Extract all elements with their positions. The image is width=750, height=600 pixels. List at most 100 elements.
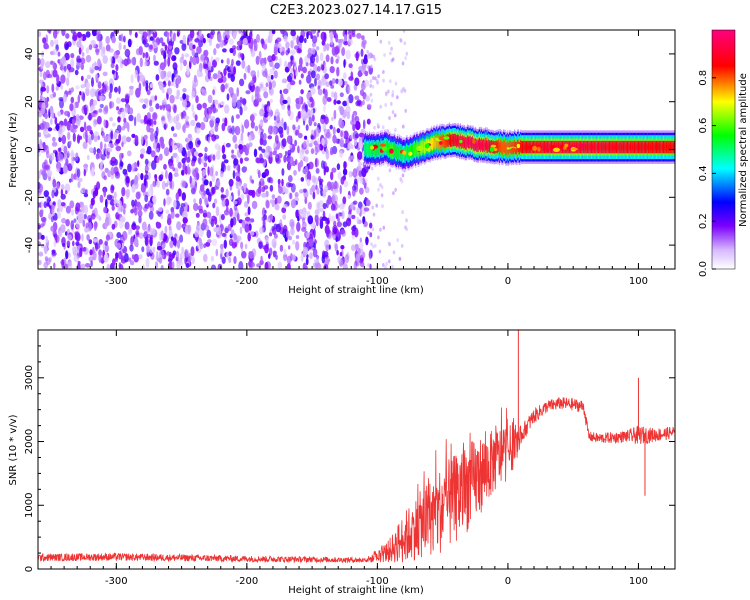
noise-blob <box>247 194 250 204</box>
noise-blob <box>319 52 324 62</box>
noise-blob <box>298 111 301 119</box>
noise-blob <box>390 46 393 51</box>
noise-blob <box>176 221 182 231</box>
noise-blob <box>321 76 327 86</box>
noise-blob <box>189 30 195 39</box>
noise-blob <box>194 52 199 58</box>
noise-blob <box>228 256 232 264</box>
noise-blob <box>369 83 373 88</box>
noise-blob <box>303 37 307 44</box>
noise-blob <box>142 39 146 45</box>
signal-core <box>604 145 606 149</box>
noise-blob <box>221 232 227 237</box>
noise-blob <box>208 61 212 68</box>
noise-blob <box>163 123 167 130</box>
signal-core <box>470 140 472 144</box>
noise-blob <box>194 114 198 122</box>
noise-blob <box>346 217 352 227</box>
noise-blob <box>343 59 346 68</box>
noise-blob <box>211 134 217 142</box>
noise-blob <box>241 251 247 259</box>
signal-core <box>445 140 447 144</box>
noise-blob <box>312 191 316 200</box>
signal-core <box>586 145 588 149</box>
noise-blob <box>283 35 288 42</box>
noise-blob <box>155 74 160 81</box>
noise-blob <box>350 119 355 126</box>
noise-blob <box>311 175 317 183</box>
noise-blob <box>173 55 177 61</box>
noise-blob <box>220 248 224 255</box>
noise-blob <box>391 57 395 62</box>
signal-core <box>368 147 370 152</box>
noise-blob <box>309 96 314 102</box>
noise-blob <box>362 40 366 50</box>
noise-blob <box>111 223 116 230</box>
noise-blob <box>203 63 208 69</box>
noise-blob <box>257 69 260 79</box>
signal-core <box>448 138 450 143</box>
noise-blob <box>326 97 332 102</box>
noise-blob <box>367 263 370 267</box>
noise-blob <box>334 188 339 193</box>
noise-blob <box>181 43 187 51</box>
noise-blob <box>254 85 261 95</box>
noise-blob <box>362 119 366 130</box>
noise-blob <box>320 160 325 169</box>
noise-blob <box>109 55 113 63</box>
noise-blob <box>52 69 58 78</box>
noise-blob <box>355 51 359 62</box>
noise-blob <box>191 256 195 265</box>
noise-blob <box>207 136 211 144</box>
signal-core <box>380 145 382 150</box>
signal-core <box>523 145 525 149</box>
noise-blob <box>164 225 168 234</box>
noise-blob <box>203 253 208 263</box>
signal-core <box>451 138 453 143</box>
signal-core <box>609 145 611 149</box>
noise-blob <box>321 216 328 221</box>
noise-blob <box>159 174 164 180</box>
noise-blob <box>155 148 160 153</box>
noise-blob <box>133 116 137 127</box>
noise-blob <box>45 61 51 69</box>
noise-blob <box>110 166 115 176</box>
noise-blob <box>251 179 255 184</box>
noise-blob <box>169 240 174 249</box>
noise-blob <box>286 96 291 106</box>
noise-blob <box>372 244 375 249</box>
noise-blob <box>391 93 395 98</box>
noise-blob <box>322 95 328 105</box>
noise-blob <box>285 49 289 56</box>
noise-blob <box>41 169 47 176</box>
chart-title: C2E3.2023.027.14.17.G15 <box>270 3 442 18</box>
noise-blob <box>179 56 184 64</box>
noise-blob <box>330 84 335 89</box>
noise-blob <box>186 156 191 163</box>
noise-blob <box>201 192 205 200</box>
noise-blob <box>74 69 79 76</box>
noise-blob <box>130 209 135 214</box>
noise-blob <box>288 144 293 149</box>
noise-blob <box>355 120 361 131</box>
noise-blob <box>292 254 296 261</box>
noise-blob <box>84 106 88 114</box>
noise-blob <box>151 228 156 236</box>
noise-blob <box>167 87 173 95</box>
noise-blob <box>210 30 216 36</box>
noise-blob <box>82 92 86 102</box>
noise-blob <box>334 46 340 55</box>
noise-blob <box>401 87 405 92</box>
noise-blob <box>140 153 144 159</box>
noise-blob <box>384 103 388 107</box>
signal-core <box>611 145 613 149</box>
noise-blob <box>228 238 234 247</box>
noise-blob <box>256 33 260 43</box>
noise-blob <box>256 158 262 164</box>
noise-blob <box>261 63 267 69</box>
noise-blob <box>139 57 143 68</box>
noise-blob <box>366 49 370 54</box>
noise-blob <box>226 34 230 39</box>
signal-core <box>388 147 390 151</box>
signal-core <box>464 141 466 146</box>
